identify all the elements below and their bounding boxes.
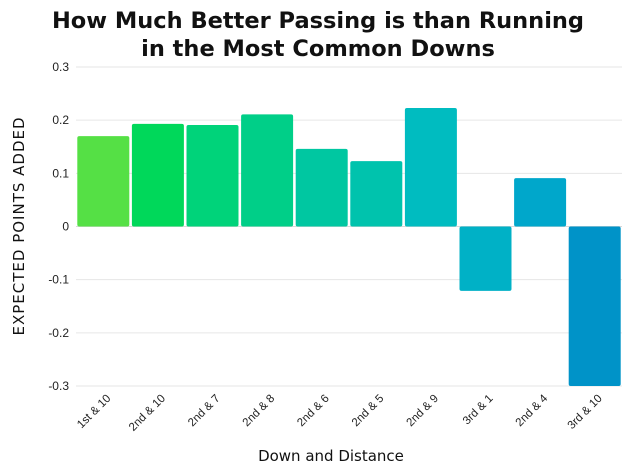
bar-2nd-5 xyxy=(350,161,403,227)
bar-2nd-10 xyxy=(131,123,184,227)
x-tick-label: 2nd & 8 xyxy=(241,393,278,430)
x-tick-label: 2nd & 10 xyxy=(127,393,168,434)
bar-3rd-10 xyxy=(568,226,621,386)
x-axis-label: Down and Distance xyxy=(258,447,404,465)
y-axis-label: EXPECTED POINTS ADDED xyxy=(10,116,28,335)
x-tick-label: 2nd & 5 xyxy=(350,393,387,430)
y-tick-label: 0 xyxy=(62,220,69,234)
x-tick-label: 2nd & 4 xyxy=(514,392,551,429)
x-tick-label: 1st & 10 xyxy=(75,393,113,431)
x-tick-label: 3rd & 10 xyxy=(566,393,605,432)
y-tick-label: -0.2 xyxy=(48,326,69,340)
bar-2nd-7 xyxy=(186,124,239,227)
chart-title-line-1: How Much Better Passing is than Running xyxy=(52,8,584,34)
y-tick-label: -0.1 xyxy=(48,273,69,287)
y-tick-label: 0.2 xyxy=(52,113,69,127)
bar-2nd-8 xyxy=(241,114,294,227)
bar-1st-10 xyxy=(77,136,130,227)
x-tick-label: 3rd & 1 xyxy=(461,393,496,428)
x-tick-label: 2nd & 6 xyxy=(295,393,332,430)
y-tick-label: 0.1 xyxy=(52,166,69,180)
bar-2nd-6 xyxy=(295,148,348,227)
bar-2nd-4 xyxy=(514,178,567,227)
bar-3rd-1 xyxy=(459,226,512,291)
y-axis-ticks: 0.3 0.2 0.1 0 -0.1 -0.2 -0.3 xyxy=(48,60,69,393)
y-tick-label: -0.3 xyxy=(48,379,69,393)
chart-title-line-2: in the Most Common Downs xyxy=(141,36,495,62)
y-tick-label: 0.3 xyxy=(52,60,69,74)
bar-2nd-9 xyxy=(404,107,457,227)
x-axis-ticks: 1st & 10 2nd & 10 2nd & 7 2nd & 8 2nd & 6 2nd… xyxy=(75,392,605,433)
bars xyxy=(77,107,621,386)
x-tick-label: 2nd & 9 xyxy=(404,393,441,430)
x-tick-label: 2nd & 7 xyxy=(186,393,223,430)
